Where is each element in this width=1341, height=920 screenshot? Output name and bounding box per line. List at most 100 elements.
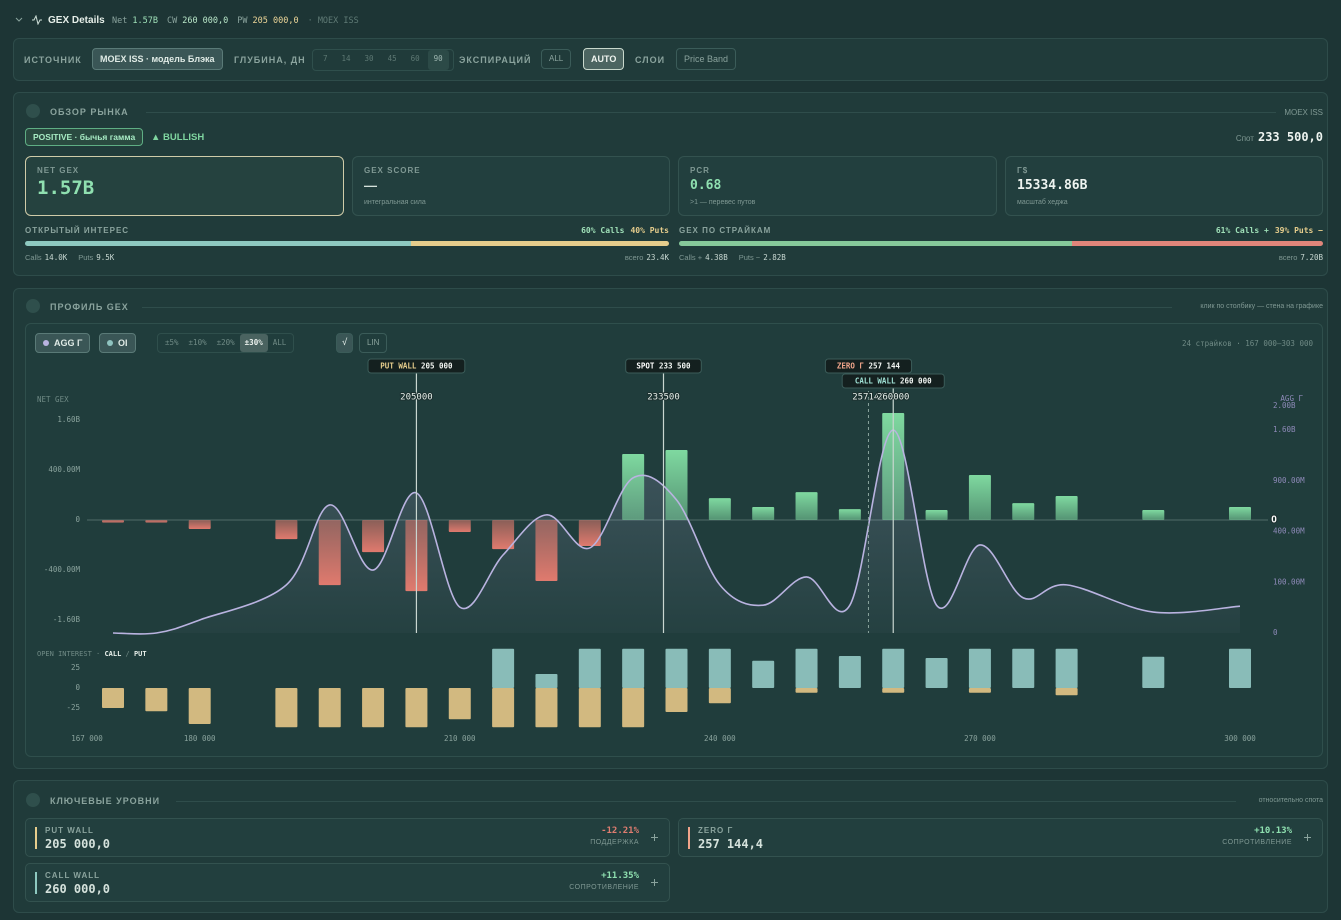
section-icon <box>26 299 40 313</box>
level-card: PUT WALL 205 000,0 -12.21% ПОДДЕРЖКА <box>25 818 670 857</box>
depth-option[interactable]: 60 <box>410 54 420 63</box>
foot-value: 4.38B <box>705 253 728 262</box>
share-text: 60% Calls <box>581 226 625 235</box>
share-legend: 61% Calls + 39% Puts − <box>1216 226 1323 235</box>
depth-option[interactable]: 14 <box>341 54 351 63</box>
section-title: КЛЮЧЕВЫЕ УРОВНИ <box>50 796 161 806</box>
metric-sub: >1 — перевес путов <box>690 199 756 206</box>
foot-value: 7.20B <box>1300 253 1323 262</box>
gex-bar <box>622 454 645 521</box>
oi-sep: / <box>126 650 130 658</box>
oi-tick-label: 0 <box>75 683 80 692</box>
depth-option[interactable]: 7 <box>323 54 328 63</box>
oi-bar <box>405 688 428 728</box>
gex-bar <box>968 475 991 521</box>
toggle-label: OI <box>118 338 128 348</box>
oi-put: PUT <box>134 650 147 658</box>
depth-option[interactable]: 90 <box>427 50 449 70</box>
add-button[interactable] <box>651 834 658 841</box>
oi-bar <box>145 688 168 712</box>
dot <box>43 340 49 346</box>
collapse-icon[interactable] <box>14 15 24 25</box>
auto-button[interactable]: AUTO <box>583 48 625 70</box>
label: ЭКСПИРАЦИЙ <box>459 55 532 65</box>
range-option[interactable]: ±20% <box>216 338 235 347</box>
range-option[interactable]: ±30% <box>239 334 268 352</box>
check-button[interactable]: √ <box>336 333 354 353</box>
foot-value: 14.0K <box>44 253 68 262</box>
depth-option[interactable]: 30 <box>364 54 374 63</box>
marker-label: ZERO Γ 257 144 <box>837 362 901 371</box>
oi-bar <box>188 688 211 724</box>
range-group: ±5% ±10% ±20% ±30% ALL <box>157 333 295 353</box>
y-tick-label: -400.00M <box>44 565 81 574</box>
marker-value: 205 000 <box>421 362 453 371</box>
x-tick-label: 167 000 <box>71 734 103 743</box>
marker-value: 260 000 <box>900 377 932 386</box>
foot-label: всего <box>1278 253 1298 262</box>
foot-label: Calls <box>25 253 42 262</box>
add-button[interactable] <box>1304 834 1311 841</box>
share-total: всего 7.20B <box>1279 253 1323 262</box>
gex-bar <box>362 520 385 553</box>
level-pct: +10.13% <box>1254 826 1292 836</box>
level-pct: +11.35% <box>601 871 639 881</box>
depth-option[interactable]: 45 <box>387 54 397 63</box>
agg-toggle[interactable]: AGG Γ <box>35 333 91 353</box>
source-button[interactable]: MOEX ISS · модель Блэка <box>92 48 223 70</box>
marker-number: 260000 <box>877 393 910 403</box>
spot-label: Спот <box>1235 134 1254 143</box>
oi-bar <box>448 688 471 720</box>
section-icon <box>26 104 40 118</box>
oi-bar <box>102 688 125 708</box>
foot-label: Calls + <box>679 253 703 262</box>
scale-button[interactable]: LIN <box>359 333 388 353</box>
marker-label: CALL WALL 260 000 <box>855 377 932 386</box>
gex-bar <box>925 510 948 521</box>
oi-bar <box>492 648 515 688</box>
stat-value: 205 000,0 <box>252 16 299 26</box>
hint: клик по столбику — стена на графике <box>1200 303 1323 310</box>
depth-group: 7 14 30 45 60 90 <box>312 49 454 71</box>
oi-bar <box>665 688 688 712</box>
oi-bar <box>1055 648 1078 688</box>
x-tick-label: 240 000 <box>704 734 736 743</box>
y2-tick-label: 400.00M <box>1273 527 1305 536</box>
wave-icon <box>32 15 42 25</box>
level-note: ПОДДЕРЖКА <box>590 839 639 846</box>
add-button[interactable] <box>651 879 658 886</box>
oi-bar <box>838 656 861 688</box>
source: MOEX ISS <box>1284 108 1323 117</box>
gex-bar <box>535 520 558 582</box>
label: ГЛУБИНА, ДН <box>234 55 306 65</box>
marker-number: 257144 <box>852 393 885 403</box>
level-name: CALL WALL <box>45 871 101 880</box>
stat-label: PW <box>237 16 248 26</box>
range-option[interactable]: ±5% <box>165 338 179 347</box>
y2-axis-label: AGG Γ <box>1280 394 1303 403</box>
range-option[interactable]: ALL <box>272 338 287 347</box>
divider <box>142 307 1172 308</box>
y2-tick-label: 2.00B <box>1273 401 1296 410</box>
metric-card: Γ$ 15334.86B масштаб хеджа <box>1005 156 1323 216</box>
oi-tick-label: -25 <box>66 703 80 712</box>
y-tick-label: 1.60B <box>57 415 80 424</box>
regime-badge: POSITIVE · бычья гамма <box>25 128 144 146</box>
all-button[interactable]: ALL <box>541 49 572 69</box>
gex-bar <box>448 520 471 533</box>
gex-bar <box>188 520 211 530</box>
oi-bar <box>968 648 991 688</box>
range-option[interactable]: ±10% <box>188 338 207 347</box>
marker-name: CALL WALL <box>855 377 896 386</box>
stat-source: · MOEX ISS <box>307 16 359 26</box>
gex-bar <box>275 520 298 540</box>
label: СЛОИ <box>635 55 666 65</box>
foot-value: 2.82B <box>763 253 786 262</box>
level-value: 260 000,0 <box>45 882 111 896</box>
oi-toggle[interactable]: OI <box>99 333 136 353</box>
layer-button[interactable]: Price Band <box>676 48 737 70</box>
metric-sub: масштаб хеджа <box>1017 199 1068 206</box>
oi-bar <box>882 648 905 688</box>
panel-title: GEX Details <box>48 15 105 26</box>
